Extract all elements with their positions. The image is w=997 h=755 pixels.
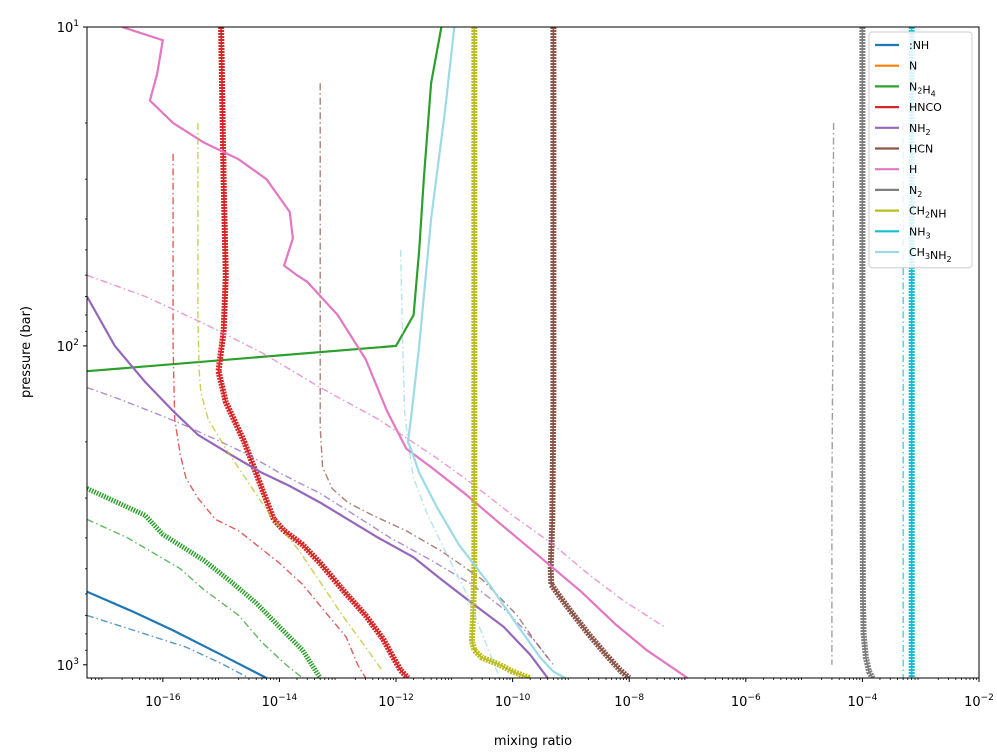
y-tick-label: 103 <box>57 657 79 674</box>
legend-box <box>868 31 973 269</box>
series-n2h4-dashdot-line <box>87 518 304 678</box>
series-h-dashdot-line <box>87 274 665 628</box>
series-layer <box>87 27 915 678</box>
legend-label: HNCO <box>909 101 942 114</box>
series-ch2nh-line <box>471 27 531 678</box>
legend-label: NH3 <box>909 225 931 240</box>
legend-label: N2H4 <box>909 80 936 98</box>
legend-label: H <box>909 163 917 176</box>
x-tick-label: 10−8 <box>614 693 644 710</box>
x-tick-label: 10−4 <box>847 693 877 710</box>
series-hcn-dashdot-line <box>319 83 549 659</box>
legend-label: N2 <box>909 184 922 199</box>
series-hnco-dashdot-line <box>172 153 367 678</box>
legend-label: HCN <box>909 143 933 156</box>
series-n2h4-thick-line <box>87 486 323 678</box>
series-n2-line <box>861 27 874 678</box>
series-hcn-line <box>549 27 630 678</box>
x-tick-label: 10−2 <box>964 693 994 710</box>
x-tick-label: 10−12 <box>378 693 414 710</box>
y-axis-label: pressure (bar) <box>19 306 34 398</box>
series-nh-dashdot-line <box>87 614 250 678</box>
y-tick-label: 102 <box>57 338 79 355</box>
series-ch2nh-dashdot-line <box>197 123 384 673</box>
y-tick-label: 101 <box>57 19 79 36</box>
legend-label: NH2 <box>909 122 931 137</box>
series-nh-line <box>87 590 268 678</box>
legend-label: CH2NH <box>909 205 947 221</box>
ticks-layer: 10−16 10−14 10−12 10−10 10−8 10−6 10−4 10−2 101 1… <box>57 19 994 710</box>
plot-frame <box>86 26 980 679</box>
legend-label: N <box>909 60 917 73</box>
x-tick-label: 10−6 <box>731 693 761 710</box>
x-tick-label: 10−10 <box>495 693 531 710</box>
legend: :NH N N2H4 HNCO NH2 HCN H N2 CH2NH NH3 CH3NH2 <box>868 31 973 269</box>
legend-label: CH3NH2 <box>909 246 952 264</box>
series-ch3nh2-line <box>406 27 566 678</box>
series-n2-dashdot-line <box>831 122 835 665</box>
series-h-line <box>121 27 689 678</box>
series-ch3nh2-dashdot-line <box>399 249 501 678</box>
x-axis-label: mixing ratio <box>494 734 572 749</box>
legend-label: :NH <box>909 39 929 52</box>
series-nh2-dashdot-line <box>87 386 554 666</box>
series-nh2-line <box>87 295 549 678</box>
series-n2h4-line <box>87 27 443 373</box>
x-tick-label: 10−16 <box>145 693 181 710</box>
x-tick-label: 10−14 <box>262 693 298 710</box>
